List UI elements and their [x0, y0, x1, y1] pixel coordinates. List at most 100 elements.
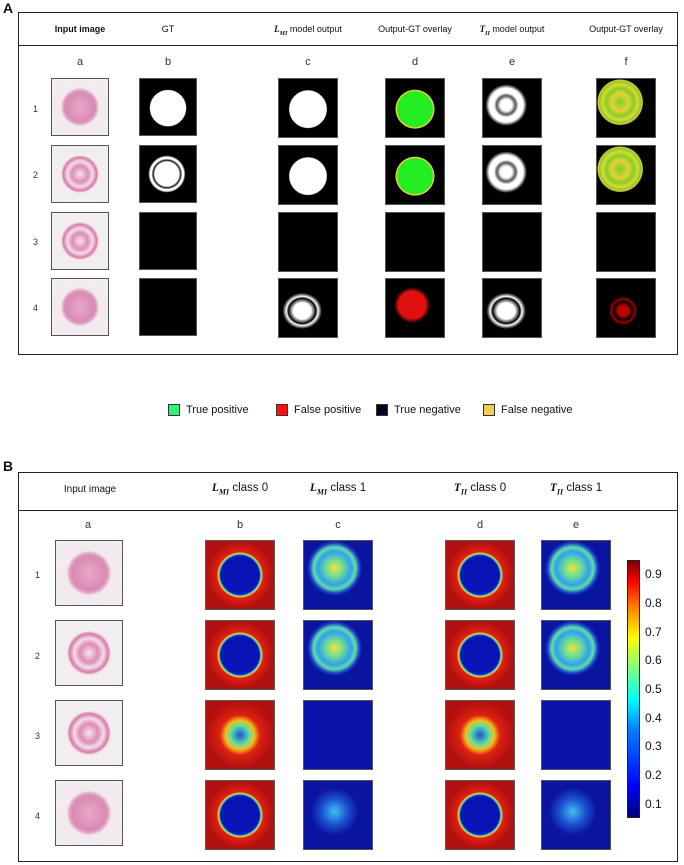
panel-b-label: B — [3, 458, 14, 474]
overlay — [596, 212, 656, 272]
overlay — [596, 78, 656, 138]
column-label: c — [305, 56, 311, 68]
row-label: 4 — [35, 811, 41, 821]
input-image-thumb — [55, 540, 123, 606]
column-label: d — [476, 519, 484, 531]
column-label: a — [76, 56, 84, 68]
math-t: T — [479, 24, 486, 34]
row-label: 1 — [33, 104, 39, 114]
colorbar-tick-label: 0.2 — [645, 768, 662, 782]
gt-mask — [139, 278, 197, 336]
column-label: e — [572, 519, 580, 531]
legend-false-positive: False positive — [276, 404, 361, 416]
math-sub: MI — [279, 30, 288, 37]
colorbar — [627, 560, 640, 818]
input-image-thumb — [55, 700, 123, 766]
colorbar-tick-label: 0.1 — [645, 796, 662, 811]
row-label: 4 — [33, 303, 39, 313]
column-label: b — [236, 519, 244, 531]
tii-output — [482, 212, 542, 272]
overlay — [596, 278, 656, 338]
input-image-thumb — [51, 212, 109, 270]
legend-true-negative: True negative — [376, 404, 461, 416]
colorbar-tick-label: 0.9 — [645, 567, 662, 582]
colorbar-tick-label: 0.5 — [645, 682, 662, 696]
header-overlay-1: Output-GT overlay — [378, 24, 452, 34]
math-sub: MI — [218, 487, 230, 497]
tii-class0-heatmap — [445, 780, 515, 850]
row-label: 2 — [35, 651, 41, 661]
math-t: T — [549, 482, 557, 494]
math-sub: II — [485, 30, 490, 37]
overlay — [385, 212, 445, 272]
legend-label: True negative — [394, 404, 461, 416]
math-sub: II — [556, 487, 564, 497]
math-l: L — [274, 24, 280, 34]
header-overlay-2: Output-GT overlay — [589, 24, 663, 34]
overlay — [385, 78, 445, 138]
legend-swatch — [168, 404, 180, 416]
tii-class0-heatmap — [445, 620, 515, 690]
header-tii-output: TII model output — [480, 24, 545, 37]
legend-swatch — [376, 404, 388, 416]
header-text: class 1 — [327, 482, 367, 494]
legend-label: False positive — [294, 404, 362, 416]
lmi-class0-heatmap — [205, 620, 275, 690]
math-l: L — [309, 482, 317, 494]
colorbar-tick-label: 0.7 — [645, 624, 662, 639]
input-image-thumb — [51, 78, 109, 136]
tii-class1-heatmap — [541, 540, 611, 610]
lmi-output — [278, 145, 338, 205]
lmi-class1-heatmap — [303, 700, 373, 770]
gt-mask — [139, 145, 197, 203]
legend-label: True positive — [186, 404, 249, 416]
lmi-class0-heatmap — [205, 540, 275, 610]
tii-output — [482, 145, 542, 205]
tii-class1-heatmap — [541, 620, 611, 690]
input-image-thumb — [51, 145, 109, 203]
lmi-class0-heatmap — [205, 700, 275, 770]
row-label: 2 — [33, 170, 39, 180]
tii-class0-heatmap — [445, 540, 515, 610]
header-input-image: Input image — [54, 24, 106, 34]
lmi-class1-heatmap — [303, 540, 373, 610]
overlay — [385, 145, 445, 205]
colorbar-tick-label: 0.3 — [645, 739, 662, 754]
lmi-output — [278, 78, 338, 138]
gt-mask — [139, 78, 197, 136]
math-sub: II — [460, 487, 468, 497]
lmi-class1-heatmap — [303, 780, 373, 850]
lmi-class0-heatmap — [205, 780, 275, 850]
header-lmi-class1: LMI class 1 — [310, 482, 366, 496]
header-text: class 0 — [229, 482, 269, 494]
math-t: T — [453, 482, 461, 494]
lmi-class1-heatmap — [303, 620, 373, 690]
panel-a-header-divider — [18, 45, 678, 46]
tii-class0-heatmap — [445, 700, 515, 770]
math-sub: MI — [316, 487, 328, 497]
overlay — [385, 278, 445, 338]
tii-output — [482, 278, 542, 338]
lmi-output — [278, 278, 338, 338]
lmi-output — [278, 212, 338, 272]
math-l: L — [211, 482, 219, 494]
tii-output — [482, 78, 542, 138]
row-label: 1 — [35, 570, 41, 580]
row-label: 3 — [35, 731, 41, 741]
header-lmi-output: LMI model output — [274, 24, 342, 37]
input-image-thumb — [51, 278, 109, 336]
panel-a-frame — [18, 12, 678, 355]
overlay — [596, 145, 656, 205]
header-tii-class0: TII class 0 — [454, 482, 506, 496]
header-gt: GT — [161, 24, 175, 34]
header-tii-class1: TII class 1 — [550, 482, 602, 496]
column-label: b — [164, 56, 172, 68]
header-text: class 1 — [563, 482, 603, 494]
legend-swatch — [483, 404, 495, 416]
column-label: e — [508, 56, 516, 68]
colorbar-tick-label: 0.6 — [645, 653, 662, 668]
colorbar-tick-label: 0.4 — [645, 710, 662, 725]
gt-mask — [139, 212, 197, 270]
row-label: 3 — [33, 237, 39, 247]
input-image-thumb — [55, 620, 123, 686]
